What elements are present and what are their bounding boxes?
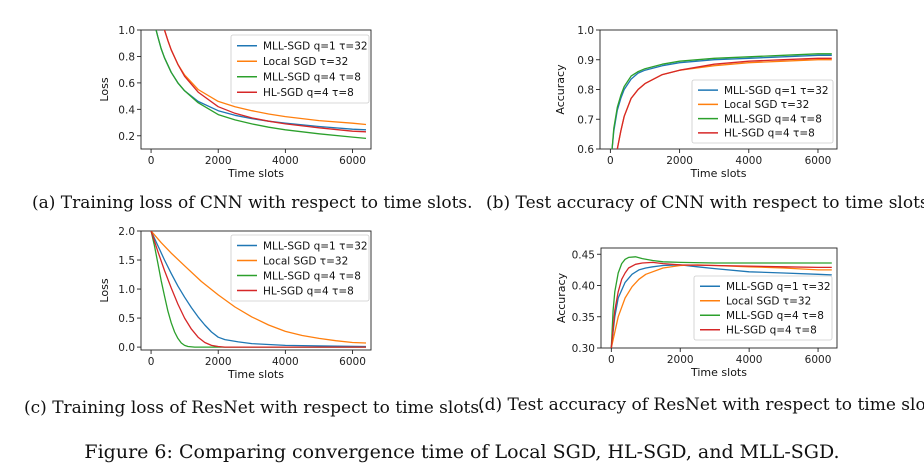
y-tick-label: 1.0 (118, 25, 135, 37)
y-axis-label: Accuracy (554, 64, 567, 115)
y-tick-label: 0.4 (118, 104, 135, 116)
y-tick-label: 1.0 (577, 25, 594, 37)
series-group (155, 30, 367, 140)
x-tick-label: 2000 (667, 354, 694, 366)
chart-c: 0 2000 4000 6000 0.0 0.5 1.0 1.5 2.0 Time slots Lo… (98, 226, 372, 381)
x-axis-label: Time slots (690, 366, 747, 379)
legend-label-1: MLL-SGD q=1 τ=32 (263, 41, 368, 53)
series-group (610, 256, 832, 348)
legend-label-2: Local SGD τ=32 (263, 255, 348, 267)
legend-label-1: MLL-SGD q=1 τ=32 (263, 240, 368, 252)
caption-a: (a) Training loss of CNN with respect to… (32, 193, 473, 213)
y-tick-label: 0.5 (118, 313, 135, 325)
chart-panel-c: 0 2000 4000 6000 0.0 0.5 1.0 1.5 2.0 Time slots Lo… (0, 222, 462, 392)
figure-caption: Figure 6: Comparing convergence time of … (84, 441, 840, 463)
y-tick-label: 0.0 (118, 342, 135, 354)
caption-c: (c) Training loss of ResNet with respect… (24, 398, 485, 418)
x-tick-label: 6000 (339, 155, 366, 167)
x-tick-label: 0 (608, 354, 615, 366)
series-line-4 (610, 261, 832, 348)
x-tick-label: 0 (148, 356, 155, 368)
legend-label-1: MLL-SGD q=1 τ=32 (726, 281, 831, 293)
series-line-4 (616, 57, 832, 149)
legend-box (230, 234, 370, 302)
y-tick-label: 0.8 (577, 85, 594, 97)
y-tick-label: 0.30 (572, 343, 595, 355)
legend-label-3: MLL-SGD q=4 τ=8 (263, 72, 361, 84)
series-line-1 (611, 54, 832, 149)
series-line-1 (150, 231, 367, 348)
x-tick-label: 6000 (805, 155, 832, 167)
y-tick-label: 1.0 (118, 284, 135, 296)
legend-label-2: Local SGD τ=32 (726, 296, 811, 308)
legend-label-3: MLL-SGD q=4 τ=8 (726, 310, 824, 322)
legend-label-4: HL-SGD q=4 τ=8 (263, 285, 354, 297)
chart-panel-a: 0 2000 4000 6000 0.2 0.4 0.6 0.8 1.0 Time slots Lo… (0, 0, 462, 230)
series-line-2 (610, 264, 832, 348)
x-tick-label: 4000 (735, 155, 762, 167)
series-line-1 (610, 264, 832, 348)
y-tick-label: 0.6 (118, 78, 135, 90)
legend-label-4: HL-SGD q=4 τ=8 (726, 325, 817, 337)
y-tick-label: 1.5 (118, 255, 135, 267)
caption-d: (d) Test accuracy of ResNet with respect… (478, 395, 924, 415)
legend-label-2: Local SGD τ=32 (724, 99, 809, 111)
x-axis-label: Time slots (227, 167, 284, 180)
legend-box (693, 275, 833, 341)
y-tick-label: 0.6 (577, 144, 594, 156)
x-tick-label: 6000 (339, 356, 366, 368)
legend-label-4: HL-SGD q=4 τ=8 (724, 128, 815, 140)
x-tick-label: 2000 (205, 356, 232, 368)
series-line-3 (150, 231, 366, 348)
series-line-2 (150, 231, 367, 344)
plot-frame (600, 247, 838, 349)
y-tick-label: 0.45 (572, 249, 595, 261)
x-tick-label: 4000 (272, 356, 299, 368)
series-line-3 (155, 30, 367, 140)
plot-frame (140, 230, 372, 351)
x-tick-label: 2000 (205, 155, 232, 167)
y-tick-label: 0.9 (577, 55, 594, 67)
y-axis-label: Loss (98, 77, 111, 101)
plot-frame (140, 29, 372, 150)
x-tick-label: 2000 (666, 155, 693, 167)
y-tick-label: 0.40 (572, 281, 595, 293)
legend-label-3: MLL-SGD q=4 τ=8 (724, 113, 822, 125)
x-tick-label: 0 (607, 155, 614, 167)
y-tick-label: 0.2 (118, 131, 135, 143)
x-tick-label: 4000 (736, 354, 763, 366)
x-tick-label: 6000 (805, 354, 832, 366)
series-line-4 (163, 30, 367, 133)
legend-label-3: MLL-SGD q=4 τ=8 (263, 270, 361, 282)
chart-panel-b: 0 2000 4000 6000 0.6 0.7 0.8 0.9 1.0 Time slots Ac… (462, 0, 924, 230)
chart-d: 0 2000 4000 6000 0.30 0.35 0.40 0.45 Time slots A… (555, 247, 838, 379)
y-tick-label: 0.35 (572, 312, 595, 324)
series-line-4 (150, 231, 366, 348)
chart-b: 0 2000 4000 6000 0.6 0.7 0.8 0.9 1.0 Time slots Ac… (554, 25, 838, 180)
series-group (611, 53, 832, 149)
series-line-3 (611, 53, 832, 149)
legend-label-4: HL-SGD q=4 τ=8 (263, 87, 354, 99)
y-axis-label: Loss (98, 278, 111, 302)
legend-box (230, 34, 370, 104)
legend-box (691, 79, 834, 144)
legend-label-1: MLL-SGD q=1 τ=32 (724, 85, 829, 97)
x-tick-label: 4000 (272, 155, 299, 167)
caption-b: (b) Test accuracy of CNN with respect to… (486, 193, 924, 213)
y-tick-label: 0.8 (118, 51, 135, 63)
series-group (150, 231, 367, 348)
x-axis-label: Time slots (690, 167, 747, 180)
y-tick-label: 2.0 (118, 226, 135, 238)
chart-a: 0 2000 4000 6000 0.2 0.4 0.6 0.8 1.0 Time slots Lo… (98, 25, 372, 180)
legend-label-2: Local SGD τ=32 (263, 56, 348, 68)
chart-panel-d: 0 2000 4000 6000 0.30 0.35 0.40 0.45 Time slots A… (462, 222, 924, 392)
y-tick-label: 0.7 (577, 114, 594, 126)
x-axis-label: Time slots (227, 368, 284, 381)
y-axis-label: Accuracy (555, 272, 568, 323)
series-line-3 (610, 256, 832, 348)
x-tick-label: 0 (148, 155, 155, 167)
